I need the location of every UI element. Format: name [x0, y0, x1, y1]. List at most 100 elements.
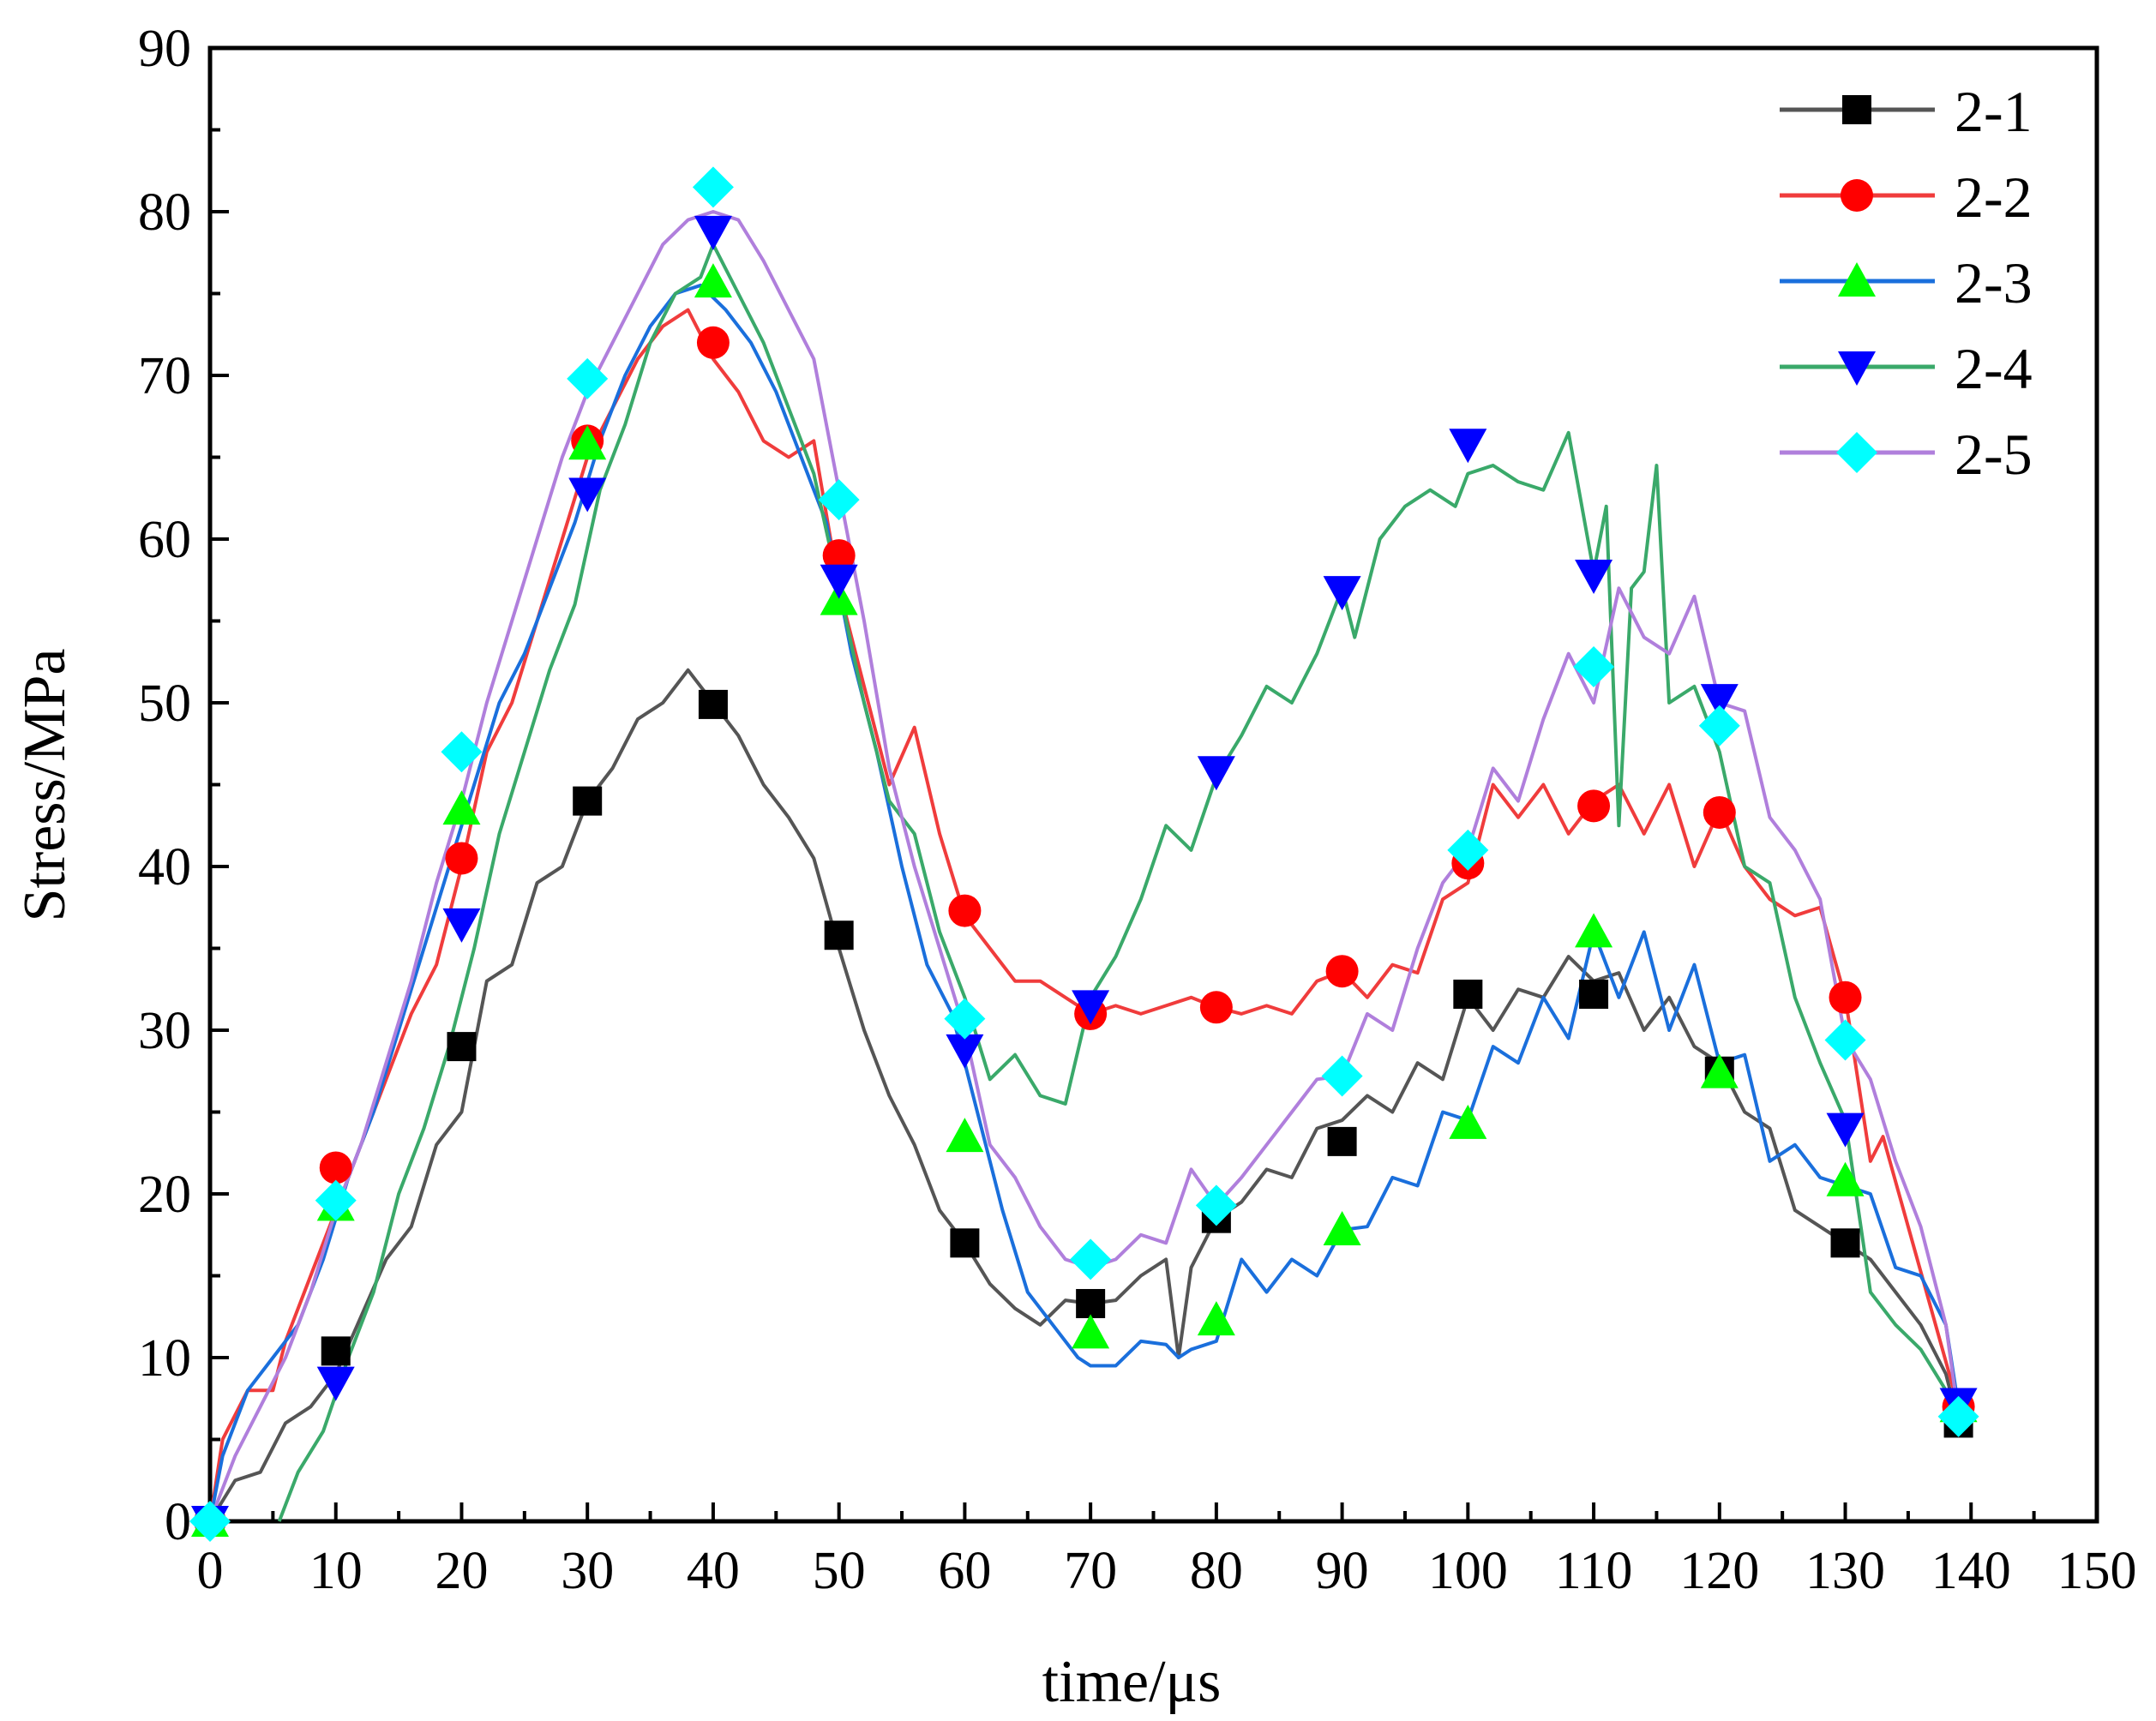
series-line-2-1 — [208, 668, 1961, 1523]
data-point-2-4 — [1072, 990, 1110, 1025]
markers-2-5 — [189, 166, 1979, 1542]
data-point-2-5 — [1698, 705, 1740, 747]
x-tick-label: 130 — [1805, 1542, 1885, 1600]
data-point-2-1 — [1830, 1228, 1860, 1258]
y-tick-label: 60 — [138, 511, 191, 569]
data-point-2-2 — [1199, 991, 1233, 1024]
x-tick-label: 140 — [1931, 1542, 2011, 1600]
legend-label: 2-4 — [1955, 336, 2033, 401]
legend-marker — [1838, 262, 1876, 297]
legend-item-2-1: 2-1 — [1780, 79, 2033, 144]
y-tick-label: 20 — [138, 1166, 191, 1224]
markers-2-1 — [195, 689, 1973, 1536]
data-point-2-3 — [1575, 913, 1613, 948]
x-tick-label: 80 — [1190, 1542, 1243, 1600]
data-point-2-3 — [694, 263, 732, 298]
data-point-2-2 — [1325, 955, 1359, 988]
data-point-2-5 — [441, 731, 483, 773]
x-tick-label: 150 — [2057, 1542, 2137, 1600]
legend-label: 2-5 — [1955, 422, 2033, 487]
legend-marker — [1836, 432, 1877, 473]
data-point-2-2 — [445, 842, 478, 875]
x-tick-label: 60 — [938, 1542, 991, 1600]
markers-2-3 — [191, 263, 1978, 1537]
data-point-2-5 — [1824, 1019, 1866, 1061]
data-point-2-1 — [1076, 1288, 1106, 1318]
legend-label: 2-3 — [1955, 250, 2033, 315]
data-point-2-5 — [315, 1179, 357, 1221]
data-point-2-5 — [1573, 645, 1615, 687]
y-tick-label: 10 — [138, 1329, 191, 1388]
legend: 2-1 2-2 2-3 2-4 2-5 — [1780, 79, 2033, 487]
y-tick-label: 80 — [138, 183, 191, 242]
x-tick-label: 10 — [309, 1542, 363, 1600]
data-point-2-1 — [1327, 1126, 1357, 1156]
data-point-2-3 — [1449, 1104, 1487, 1139]
data-point-2-5 — [818, 479, 860, 521]
series-group — [189, 166, 1979, 1542]
series-2-1 — [208, 668, 1961, 1523]
series-line-2-3 — [208, 283, 1961, 1522]
data-point-2-4 — [1700, 684, 1739, 719]
x-tick-label: 100 — [1428, 1542, 1508, 1600]
x-tick-label: 50 — [813, 1542, 866, 1600]
y-tick-label: 50 — [138, 675, 191, 733]
data-point-2-3 — [1323, 1211, 1361, 1246]
data-point-2-2 — [1829, 980, 1862, 1014]
data-point-2-1 — [1579, 979, 1609, 1009]
data-point-2-4 — [316, 1366, 355, 1401]
series-2-3 — [208, 283, 1961, 1522]
data-point-2-2 — [948, 894, 982, 927]
data-point-2-2 — [696, 326, 730, 359]
x-tick-label: 70 — [1064, 1542, 1117, 1600]
data-point-2-5 — [692, 166, 734, 208]
axes: 0 10 20 30 40 50 60 70 80 90 100 110 120 130 140 150 0 10… — [138, 20, 2137, 1600]
data-point-2-4 — [1449, 429, 1487, 464]
data-point-2-4 — [946, 1034, 984, 1069]
data-point-2-1 — [824, 920, 854, 950]
series-2-4 — [277, 243, 1961, 1522]
plot-frame — [207, 45, 2099, 1524]
data-point-2-1 — [698, 689, 728, 719]
legend-item-2-2: 2-2 — [1780, 165, 2033, 230]
data-point-2-5 — [1321, 1055, 1363, 1097]
y-tick-label: 90 — [138, 20, 191, 78]
data-point-2-4 — [1197, 756, 1235, 791]
data-point-2-4 — [1826, 1112, 1865, 1148]
data-point-2-4 — [568, 477, 607, 513]
data-point-2-3 — [442, 790, 481, 825]
data-point-2-5 — [1195, 1184, 1237, 1226]
x-tick-label: 40 — [687, 1542, 740, 1600]
legend-item-2-5: 2-5 — [1780, 422, 2033, 487]
x-tick-label: 0 — [197, 1542, 224, 1600]
data-point-2-3 — [1700, 1053, 1739, 1088]
data-point-2-2 — [1577, 789, 1611, 823]
data-point-2-3 — [1826, 1161, 1865, 1196]
x-tick-label: 90 — [1316, 1542, 1369, 1600]
x-tick-label: 110 — [1555, 1542, 1633, 1600]
y-tick-label: 30 — [138, 1002, 191, 1060]
data-point-2-1 — [573, 786, 603, 816]
x-tick-label: 120 — [1679, 1542, 1759, 1600]
data-point-2-4 — [1575, 560, 1613, 595]
legend-marker — [1841, 179, 1873, 212]
y-tick-label: 0 — [165, 1493, 191, 1551]
data-point-2-1 — [1453, 979, 1483, 1009]
legend-item-2-3: 2-3 — [1780, 250, 2033, 315]
y-axis-label: Stress/MPa — [12, 649, 78, 922]
y-tick-label: 40 — [138, 838, 191, 896]
data-point-2-4 — [1323, 576, 1361, 611]
data-point-2-4 — [694, 215, 732, 250]
legend-label: 2-2 — [1955, 165, 2033, 230]
data-point-2-5 — [944, 998, 986, 1040]
data-point-2-5 — [1070, 1238, 1112, 1280]
data-point-2-3 — [1072, 1314, 1110, 1349]
legend-marker — [1842, 95, 1871, 124]
data-point-2-2 — [1703, 795, 1736, 829]
data-point-2-1 — [321, 1336, 351, 1366]
legend-marker — [1838, 351, 1876, 386]
data-point-2-4 — [442, 908, 481, 943]
x-axis-label: time/μs — [1042, 1649, 1222, 1715]
data-point-2-3 — [1197, 1301, 1235, 1336]
